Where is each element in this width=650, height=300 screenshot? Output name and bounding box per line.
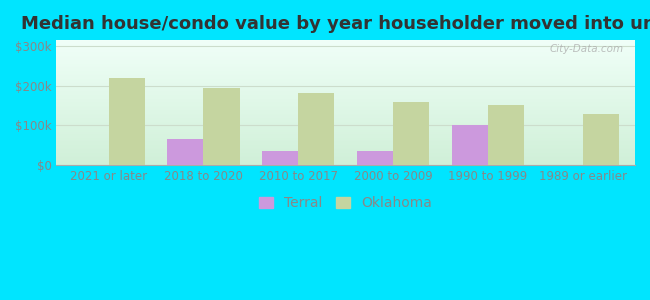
- Bar: [393, 101, 429, 165]
- Legend: Terral, Oklahoma: Terral, Oklahoma: [259, 196, 432, 210]
- Bar: [488, 105, 524, 165]
- Bar: [109, 78, 145, 165]
- Text: City-Data.com: City-Data.com: [549, 44, 623, 54]
- Bar: [168, 139, 203, 165]
- Bar: [298, 93, 334, 165]
- Bar: [583, 114, 619, 165]
- Bar: [263, 151, 298, 165]
- Bar: [452, 125, 488, 165]
- Bar: [357, 151, 393, 165]
- Bar: [203, 88, 239, 165]
- Title: Median house/condo value by year householder moved into unit: Median house/condo value by year househo…: [21, 15, 650, 33]
